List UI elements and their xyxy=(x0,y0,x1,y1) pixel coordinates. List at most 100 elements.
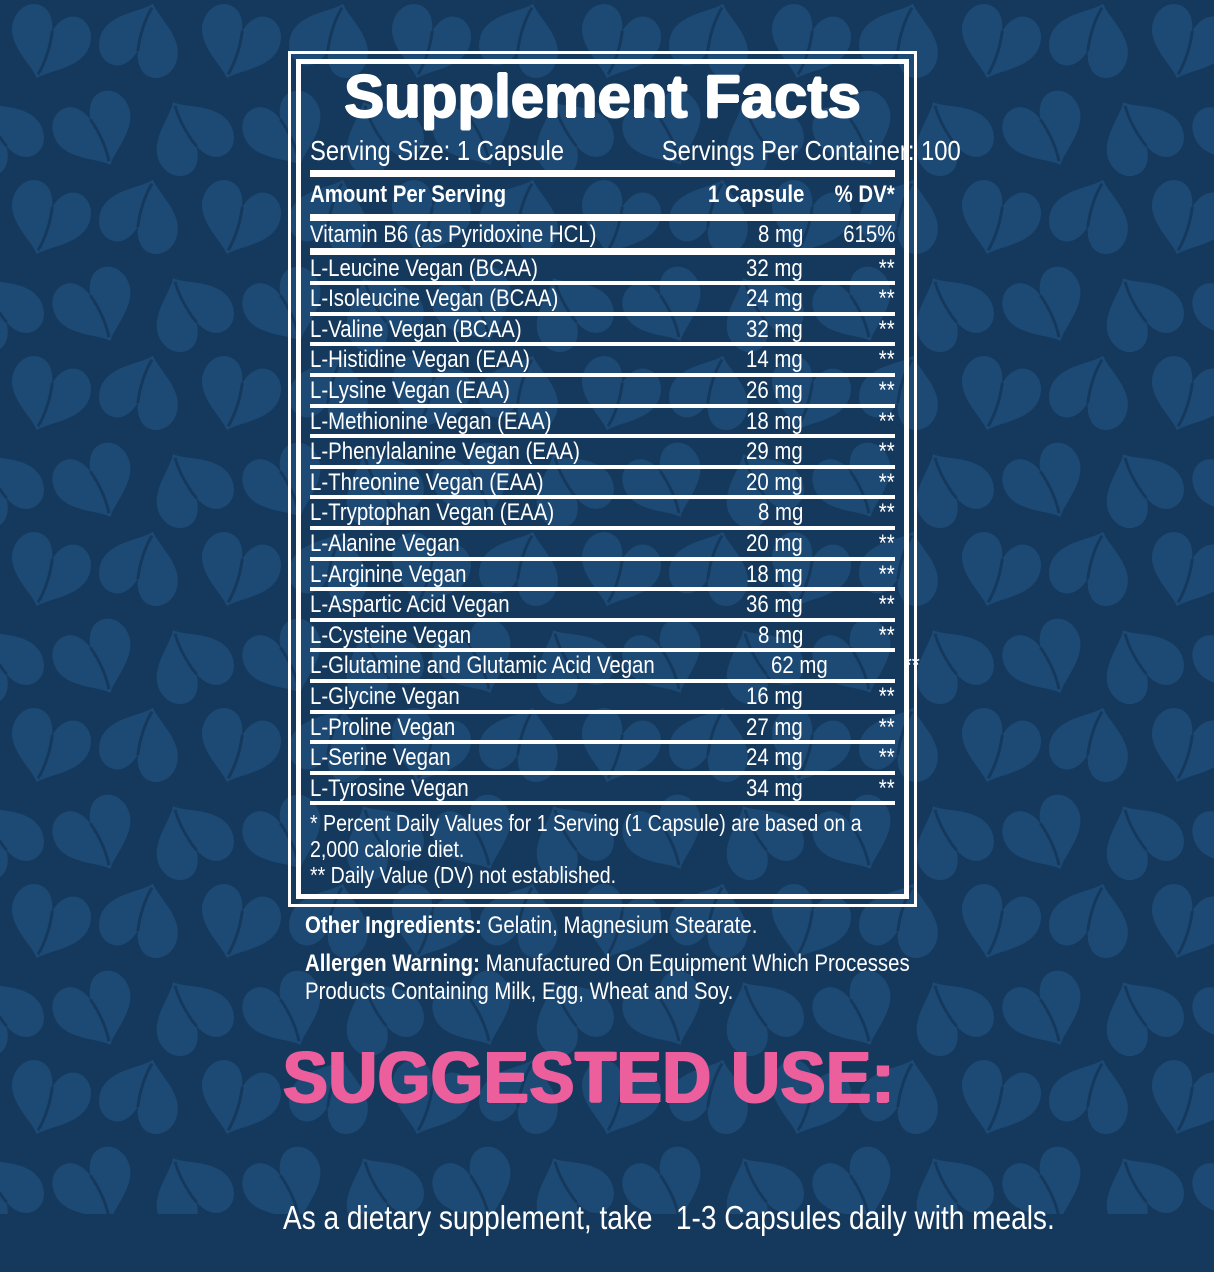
ingredient-name: L-Phenylalanine Vegan (EAA) xyxy=(310,438,580,466)
ingredient-amount-cell: 20 mg xyxy=(691,469,803,497)
table-row: L-Glycine Vegan 16 mg ** xyxy=(310,683,895,714)
table-row: Vitamin B6 (as Pyridoxine HCL) 8 mg 615% xyxy=(310,221,895,255)
ingredient-name-cell: L-Lysine Vegan (EAA) xyxy=(310,377,691,405)
ingredient-dv: ** xyxy=(879,468,895,496)
ingredient-amount: 14 mg xyxy=(746,346,803,374)
ingredient-name: L-Glutamine and Glutamic Acid Vegan xyxy=(310,652,655,680)
ingredient-name: L-Tryptophan Vegan (EAA) xyxy=(310,499,555,527)
ingredient-dv-cell: ** xyxy=(803,255,895,283)
facts-table-body: Vitamin B6 (as Pyridoxine HCL) 8 mg 615%… xyxy=(310,221,920,806)
ingredient-amount-cell: 29 mg xyxy=(691,438,803,466)
table-row: L-Histidine Vegan (EAA) 14 mg ** xyxy=(310,346,895,377)
ingredient-name-cell: L-Glycine Vegan xyxy=(310,683,691,711)
allergen-warning: Allergen Warning: Manufactured On Equipm… xyxy=(305,950,927,1006)
ingredient-name-cell: L-Cysteine Vegan xyxy=(310,622,691,650)
ingredient-name-cell: L-Leucine Vegan (BCAA) xyxy=(310,255,691,283)
ingredient-amount-cell: 8 mg xyxy=(691,499,803,527)
ingredient-name: L-Proline Vegan xyxy=(310,713,456,741)
ingredient-name: L-Isoleucine Vegan (BCAA) xyxy=(310,285,559,313)
ingredient-name: L-Glycine Vegan xyxy=(310,682,460,710)
ingredient-name-cell: L-Phenylalanine Vegan (EAA) xyxy=(310,438,691,466)
ingredient-amount: 26 mg xyxy=(746,376,803,404)
table-row: L-Methionine Vegan (EAA) 18 mg ** xyxy=(310,408,895,439)
ingredient-name-cell: L-Tryptophan Vegan (EAA) xyxy=(310,499,691,527)
under-panel-text: Other Ingredients: Gelatin, Magnesium St… xyxy=(305,912,927,1016)
ingredient-dv-cell: 615% xyxy=(803,221,895,249)
ingredient-dv: ** xyxy=(879,591,895,619)
ingredient-name: L-Valine Vegan (BCAA) xyxy=(310,315,522,343)
ingredient-name-cell: L-Proline Vegan xyxy=(310,714,691,742)
ingredient-dv-cell: ** xyxy=(803,744,895,772)
ingredient-dv-cell: ** xyxy=(803,561,895,589)
amount-per-serving-header: Amount Per Serving xyxy=(310,181,507,208)
facts-title: Supplement Facts xyxy=(344,63,861,130)
ingredient-name: L-Arginine Vegan xyxy=(310,560,467,588)
ingredient-name-cell: L-Threonine Vegan (EAA) xyxy=(310,469,691,497)
ingredient-amount: 20 mg xyxy=(746,529,803,557)
ingredient-dv: ** xyxy=(879,499,895,527)
ingredient-name: L-Histidine Vegan (EAA) xyxy=(310,346,530,374)
ingredient-amount: 32 mg xyxy=(746,254,803,282)
ingredient-name: L-Serine Vegan xyxy=(310,744,451,772)
leaf-pattern-background xyxy=(0,0,1214,1214)
ingredient-name: L-Alanine Vegan xyxy=(310,529,460,557)
ingredient-dv: 615% xyxy=(842,221,895,248)
ingredient-name-cell: L-Glutamine and Glutamic Acid Vegan xyxy=(310,652,716,680)
ingredient-amount-cell: 32 mg xyxy=(691,255,803,283)
ingredient-dv-cell: ** xyxy=(803,346,895,374)
ingredient-amount: 8 mg xyxy=(757,221,803,248)
capsule-header: 1 Capsule xyxy=(708,181,805,208)
serving-row: Serving Size: 1 Capsule Servings Per Con… xyxy=(310,134,961,168)
table-row: L-Threonine Vegan (EAA) 20 mg ** xyxy=(310,469,895,500)
ingredient-amount-cell: 20 mg xyxy=(691,530,803,558)
table-row: L-Proline Vegan 27 mg ** xyxy=(310,714,895,745)
ingredient-amount-cell: 14 mg xyxy=(691,346,803,374)
table-row: L-Arginine Vegan 18 mg ** xyxy=(310,561,895,592)
footnotes: * Percent Daily Values for 1 Serving (1 … xyxy=(310,805,895,888)
table-row: L-Phenylalanine Vegan (EAA) 29 mg ** xyxy=(310,438,895,469)
ingredient-amount-cell: 36 mg xyxy=(691,591,803,619)
other-ingredients-label: Other Ingredients: xyxy=(305,912,482,939)
table-row: L-Alanine Vegan 20 mg ** xyxy=(310,530,895,561)
ingredient-name-cell: L-Alanine Vegan xyxy=(310,530,691,558)
allergen-warning-value: Manufactured On Equipment Which Processe… xyxy=(305,950,910,1005)
supplement-facts-panel: Supplement Facts Serving Size: 1 Capsule… xyxy=(288,51,961,907)
ingredient-amount-cell: 62 mg xyxy=(716,652,828,680)
ingredient-amount: 27 mg xyxy=(746,713,803,741)
dv-header: % DV* xyxy=(834,181,895,208)
ingredient-dv-cell: ** xyxy=(803,469,895,497)
ingredient-dv-cell: ** xyxy=(803,438,895,466)
ingredient-amount: 16 mg xyxy=(746,682,803,710)
ingredient-dv: ** xyxy=(879,529,895,557)
ingredient-dv-cell: ** xyxy=(803,622,895,650)
ingredient-amount-cell: 16 mg xyxy=(691,683,803,711)
facts-header-row: Amount Per Serving 1 Capsule % DV* xyxy=(310,177,895,214)
ingredient-name: L-Leucine Vegan (BCAA) xyxy=(310,254,538,282)
ingredient-dv-cell: ** xyxy=(803,499,895,527)
ingredient-amount: 24 mg xyxy=(746,744,803,772)
ingredient-dv-cell: ** xyxy=(803,591,895,619)
ingredient-dv: ** xyxy=(879,774,895,802)
ingredient-amount-cell: 18 mg xyxy=(691,408,803,436)
ingredient-dv: ** xyxy=(879,560,895,588)
table-row: L-Serine Vegan 24 mg ** xyxy=(310,744,895,775)
ingredient-name: L-Lysine Vegan (EAA) xyxy=(310,376,510,404)
ingredient-name: L-Aspartic Acid Vegan xyxy=(310,591,510,619)
supplement-facts-inner-frame: Supplement Facts Serving Size: 1 Capsule… xyxy=(296,59,961,899)
other-ingredients: Other Ingredients: Gelatin, Magnesium St… xyxy=(305,912,927,940)
ingredient-name-cell: L-Serine Vegan xyxy=(310,744,691,772)
ingredient-amount: 29 mg xyxy=(746,438,803,466)
ingredient-name-cell: L-Aspartic Acid Vegan xyxy=(310,591,691,619)
ingredient-dv-cell: ** xyxy=(803,285,895,313)
ingredient-amount-cell: 24 mg xyxy=(691,744,803,772)
ingredient-amount: 62 mg xyxy=(770,652,828,680)
page: Supplement Facts Serving Size: 1 Capsule… xyxy=(283,51,1055,1236)
ingredient-name-cell: L-Methionine Vegan (EAA) xyxy=(310,408,691,436)
ingredient-name: L-Methionine Vegan (EAA) xyxy=(310,407,552,435)
ingredient-dv: ** xyxy=(903,652,920,680)
ingredient-dv-cell: ** xyxy=(803,408,895,436)
table-row: L-Isoleucine Vegan (BCAA) 24 mg ** xyxy=(310,285,895,316)
ingredient-dv: ** xyxy=(879,346,895,374)
ingredient-dv-cell: ** xyxy=(803,377,895,405)
ingredient-dv-cell: ** xyxy=(803,316,895,344)
